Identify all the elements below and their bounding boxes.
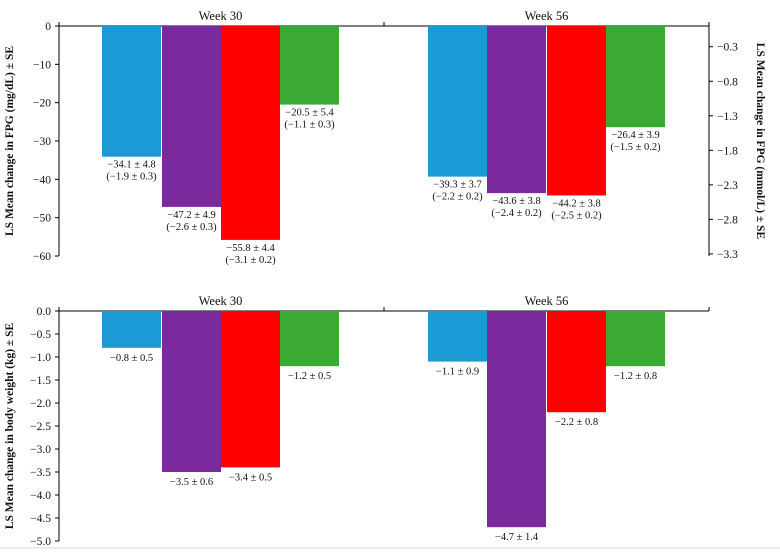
bar-value-label: (−2.4 ± 0.2) <box>491 208 542 219</box>
group-label: Week 30 <box>199 294 243 308</box>
bar-value-label: −3.5 ± 0.6 <box>170 477 213 488</box>
bar <box>428 311 487 362</box>
bar-value-label: −47.2 ± 4.9 <box>167 210 215 221</box>
bar-value-label: −55.8 ± 4.4 <box>226 243 275 254</box>
y-tick-label: −20 <box>33 98 51 110</box>
bar-value-label: −4.7 ± 1.4 <box>495 532 539 543</box>
bar-value-label: (−1.1 ± 0.3) <box>284 120 335 131</box>
bar <box>280 311 339 367</box>
bar-value-label: (−1.9 ± 0.3) <box>106 172 157 183</box>
bar <box>606 311 665 367</box>
y-tick-label: −3.5 <box>30 467 51 479</box>
y-tick-label: −5.0 <box>30 536 51 548</box>
bar <box>487 311 546 528</box>
y2-axis-title: LS Mean change in FPG (mmol/L) ± SE <box>754 43 766 240</box>
y-tick-label: −50 <box>33 213 51 225</box>
bar-value-label: −1.2 ± 0.8 <box>614 371 657 382</box>
y-tick-label: −2.5 <box>30 421 51 433</box>
y-tick-label: −1.5 <box>30 375 51 387</box>
bar <box>162 26 221 207</box>
bar <box>606 26 665 128</box>
bar <box>547 26 606 196</box>
bar <box>547 311 606 413</box>
y2-tick-label: −1.8 <box>717 145 738 157</box>
bar-value-label: (−3.1 ± 0.2) <box>225 255 276 266</box>
y2-tick-label: −0.8 <box>717 76 738 88</box>
bar <box>428 26 487 177</box>
y-tick-label: −40 <box>33 174 51 186</box>
bar-value-label: −20.5 ± 5.4 <box>285 108 334 119</box>
bar <box>487 26 546 194</box>
group-label: Week 56 <box>525 294 569 308</box>
bar-value-label: (−2.2 ± 0.2) <box>432 192 483 203</box>
bar <box>162 311 221 472</box>
bar <box>221 311 280 468</box>
bar <box>280 26 339 105</box>
bar-value-label: (−2.6 ± 0.3) <box>166 222 217 233</box>
y-axis-title: LS Mean change in FPG (mg/dL) ± SE <box>4 46 16 236</box>
bar-value-label: −44.2 ± 3.8 <box>552 198 600 209</box>
bar-value-label: (−2.5 ± 0.2) <box>551 210 602 221</box>
bar-value-label: −34.1 ± 4.8 <box>107 160 155 171</box>
bar <box>102 311 161 348</box>
y-tick-label: −1.0 <box>30 352 51 364</box>
bar-value-label: −39.3 ± 3.7 <box>433 180 481 191</box>
y2-tick-label: −3.3 <box>717 249 738 261</box>
y-tick-label: −30 <box>33 136 51 148</box>
bar-value-label: −26.4 ± 3.9 <box>611 130 659 141</box>
y-tick-label: −2.0 <box>30 398 51 410</box>
y-tick-label: −4.5 <box>30 513 51 525</box>
y2-tick-label: −1.3 <box>717 111 738 123</box>
y-tick-label: −4.0 <box>30 490 51 502</box>
bar-value-label: −1.2 ± 0.5 <box>288 371 331 382</box>
bar-value-label: −43.6 ± 3.8 <box>492 196 540 207</box>
y-tick-label: 0.0 <box>37 306 52 318</box>
y-tick-label: −60 <box>33 251 51 263</box>
bar <box>221 26 280 240</box>
y-axis-title: LS Mean change in body weight (kg) ± SE <box>4 323 16 530</box>
group-label: Week 56 <box>525 9 569 23</box>
y2-tick-label: −2.8 <box>717 214 738 226</box>
bar-value-label: −2.2 ± 0.8 <box>555 417 598 428</box>
bar <box>102 26 161 157</box>
y-tick-label: −10 <box>33 59 51 71</box>
y-tick-label: −3.0 <box>30 444 51 456</box>
y2-tick-label: −0.3 <box>717 42 738 54</box>
group-label: Week 30 <box>199 9 243 23</box>
bar-value-label: (−1.5 ± 0.2) <box>610 142 661 153</box>
y-tick-label: −0.5 <box>30 329 51 341</box>
y2-tick-label: −2.3 <box>717 180 738 192</box>
bar-value-label: −3.4 ± 0.5 <box>229 472 272 483</box>
bar-value-label: −1.1 ± 0.9 <box>436 367 479 378</box>
bar-value-label: −0.8 ± 0.5 <box>110 353 153 364</box>
y-tick-label: 0 <box>45 21 51 33</box>
